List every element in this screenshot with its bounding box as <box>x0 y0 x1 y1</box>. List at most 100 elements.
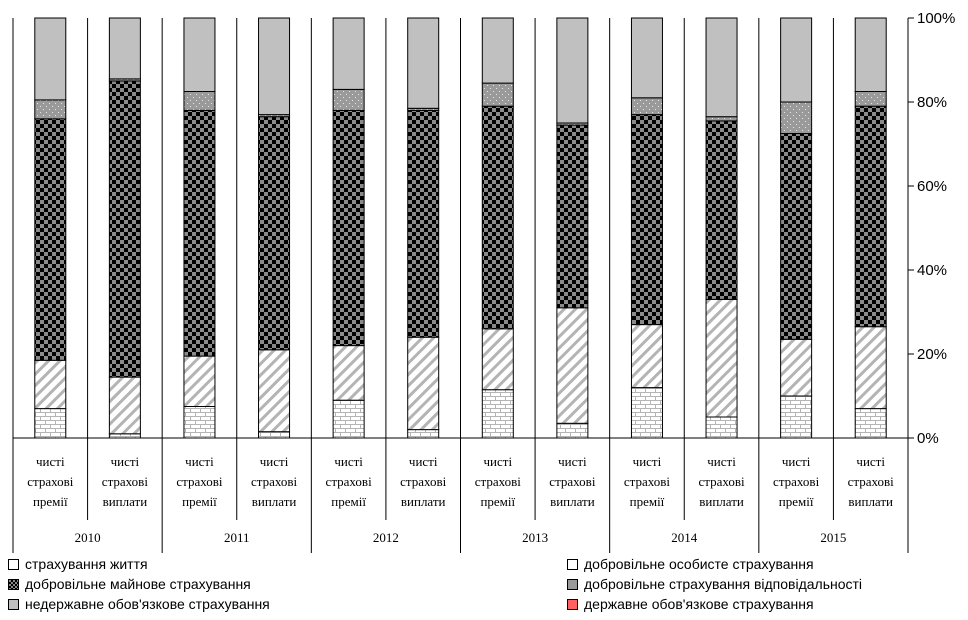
bar-2015-1-segment-3 <box>780 133 813 340</box>
category-label: премії <box>480 494 515 509</box>
category-label: страхові <box>773 474 820 489</box>
bar-2013-1-segment-1 <box>481 389 514 439</box>
bar-2011-2-segment-3 <box>258 116 291 351</box>
bar-2014-1-segment-1 <box>630 387 663 439</box>
y-tick-label: 80% <box>917 94 947 111</box>
category-label: страхові <box>698 474 745 489</box>
bar-2013-1-segment-3 <box>481 105 514 330</box>
category-label: премії <box>779 494 814 509</box>
bar-2010-1-segment-4 <box>34 99 67 120</box>
bar-2013-2-segment-5 <box>556 17 589 124</box>
category-label: чисті <box>36 454 65 469</box>
category-label: страхові <box>475 474 522 489</box>
category-label: премії <box>182 494 217 509</box>
bar-2014-1-segment-4 <box>630 97 663 116</box>
bar-2012-1-segment-1 <box>332 399 365 439</box>
legend-swatch <box>567 579 578 590</box>
bar-2010-1-segment-3 <box>34 118 67 361</box>
bar-2010-2-segment-2 <box>108 376 141 435</box>
category-label: чисті <box>558 454 587 469</box>
bar-2011-1-segment-5 <box>183 17 216 92</box>
category-label: виплати <box>699 494 744 509</box>
category-label: чисті <box>111 454 140 469</box>
category-label: чисті <box>856 454 885 469</box>
category-label: чисті <box>633 454 662 469</box>
category-label: чисті <box>260 454 289 469</box>
bar-2015-1-segment-2 <box>780 338 813 397</box>
bar-2013-2-segment-2 <box>556 307 589 424</box>
bar-2012-1-segment-4 <box>332 88 365 111</box>
bar-2015-2-segment-2 <box>854 326 887 410</box>
bar-2014-2-segment-5 <box>705 17 738 118</box>
bar-2012-2-segment-1 <box>407 429 440 439</box>
bar-2015-2-segment-5 <box>854 17 887 92</box>
legend-label: добровільне страхування відповідальності <box>584 576 863 592</box>
bar-2011-1-segment-2 <box>183 355 216 408</box>
year-label: 2012 <box>373 530 399 545</box>
labels-layer: чисті страхові премії чисті страхові виплати ч… <box>27 10 955 545</box>
y-tick-label: 40% <box>917 262 947 279</box>
bar-2015-1-segment-5 <box>780 17 813 103</box>
legend-label: добровільне майнове страхування <box>25 576 251 592</box>
y-tick-label: 60% <box>917 178 947 195</box>
legend-swatch <box>8 579 19 590</box>
y-tick-label: 0% <box>917 430 939 447</box>
bar-2015-2-segment-4 <box>854 91 887 107</box>
bar-2013-1-segment-2 <box>481 328 514 391</box>
bar-2010-2-segment-1 <box>108 433 141 439</box>
legend-label: державне обов'язкове страхування <box>584 596 814 612</box>
category-label: чисті <box>782 454 811 469</box>
bar-2013-2-segment-3 <box>556 124 589 309</box>
category-label: страхові <box>624 474 671 489</box>
category-label: страхові <box>176 474 223 489</box>
bar-2010-2-segment-5 <box>108 17 141 80</box>
bar-2013-2-segment-1 <box>556 422 589 439</box>
year-label: 2014 <box>671 530 698 545</box>
category-label: чисті <box>185 454 214 469</box>
category-label: виплати <box>550 494 595 509</box>
bar-2010-1-segment-5 <box>34 17 67 101</box>
bar-2015-1-segment-1 <box>780 395 813 439</box>
legend-item: добровільне страхування відповідальності <box>567 576 862 592</box>
category-label: премії <box>331 494 366 509</box>
year-label: 2011 <box>224 530 250 545</box>
bar-2010-1-segment-1 <box>34 408 67 439</box>
bar-2014-2-segment-3 <box>705 120 738 300</box>
axis-layer <box>12 17 914 553</box>
legend-label: добровільне особисте страхування <box>584 556 814 572</box>
category-label: страхові <box>848 474 895 489</box>
legend-item: добровільне майнове страхування <box>8 576 251 592</box>
bar-2014-1-segment-5 <box>630 17 663 99</box>
category-label: виплати <box>401 494 446 509</box>
bar-2011-2-segment-1 <box>258 431 291 439</box>
legend-swatch <box>8 599 19 610</box>
legend-item: державне обов'язкове страхування <box>567 596 814 612</box>
legend-item: недержавне обов'язкове страхування <box>8 596 270 612</box>
bar-2011-2-segment-5 <box>258 17 291 116</box>
bar-2012-1-segment-2 <box>332 345 365 401</box>
bar-2012-2-segment-5 <box>407 17 440 109</box>
category-label: чисті <box>707 454 736 469</box>
category-label: премії <box>33 494 68 509</box>
year-label: 2015 <box>820 530 846 545</box>
category-label: виплати <box>848 494 893 509</box>
bar-2014-1-segment-2 <box>630 324 663 389</box>
bars-layer <box>34 17 887 439</box>
category-label: страхові <box>251 474 298 489</box>
bar-2011-1-segment-3 <box>183 109 216 357</box>
category-label: страхові <box>27 474 74 489</box>
legend-label: страхування життя <box>25 556 148 572</box>
bar-2012-1-segment-5 <box>332 17 365 90</box>
bar-2014-2-segment-1 <box>705 416 738 439</box>
category-label: чисті <box>334 454 363 469</box>
category-label: страхові <box>326 474 373 489</box>
bar-2010-2-segment-3 <box>108 80 141 378</box>
bar-2013-1-segment-5 <box>481 17 514 84</box>
legend-label: недержавне обов'язкове страхування <box>25 596 270 612</box>
bar-2011-1-segment-4 <box>183 91 216 111</box>
legend-item: добровільне особисте страхування <box>567 556 814 572</box>
year-label: 2013 <box>522 530 548 545</box>
legend-swatch <box>567 599 578 610</box>
category-label: чисті <box>484 454 513 469</box>
bar-2013-1-segment-4 <box>481 82 514 107</box>
